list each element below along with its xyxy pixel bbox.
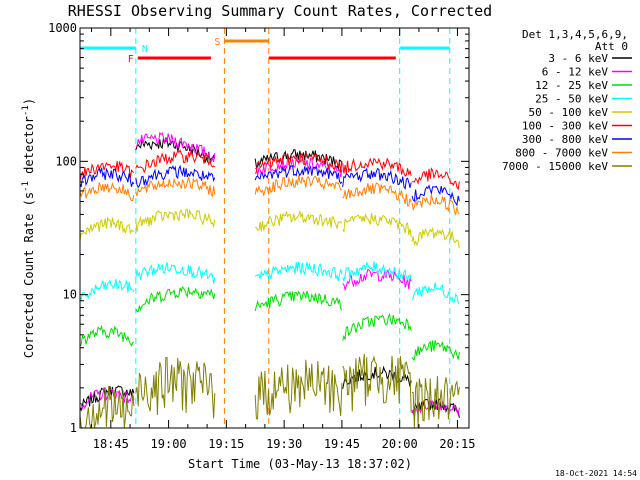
y-tick-label: 100 [55, 154, 77, 168]
plot-frame [79, 27, 470, 429]
series-line [135, 208, 216, 232]
series-line [254, 359, 343, 420]
legend-label: 100 - 300 keV [522, 120, 608, 133]
x-tick-label: 19:45 [324, 437, 360, 451]
series-line [254, 164, 343, 185]
x-tick-label: 19:30 [266, 437, 302, 451]
x-tick-label: 19:00 [151, 437, 187, 451]
series-lines [79, 131, 460, 429]
series-line [411, 399, 460, 418]
y-axis: 1 10 100 1000 [48, 21, 469, 435]
x-axis: 18:45 19:00 19:15 19:30 19:45 20:00 20:15 [91, 28, 476, 451]
series-line [342, 167, 412, 190]
series-line [79, 216, 135, 241]
series-line [342, 182, 412, 207]
series-line [254, 261, 343, 281]
series-line [342, 312, 412, 341]
series-line [79, 181, 135, 202]
series-line [342, 261, 412, 283]
series-line [342, 353, 412, 413]
legend-label: 800 - 7000 keV [515, 147, 608, 160]
series-line [411, 167, 460, 191]
y-tick-label: 1 [70, 421, 77, 435]
series-line [135, 137, 216, 163]
series-line [254, 175, 343, 197]
series-line [135, 148, 215, 174]
series-line [79, 385, 135, 429]
legend-header: Det 1,3,4,5,6,9, [522, 28, 628, 41]
chart-title: RHESSI Observing Summary Count Rates, Co… [68, 2, 492, 20]
y-tick-label: 10 [63, 288, 77, 302]
legend-label: 25 - 50 keV [535, 93, 608, 106]
series-line [79, 386, 135, 410]
series-line [135, 357, 216, 419]
series-line [411, 226, 460, 249]
x-tick-label: 18:45 [93, 437, 129, 451]
series-line [411, 282, 460, 305]
series-line [411, 194, 460, 217]
legend-header: Att 0 [595, 40, 628, 53]
x-tick-label: 20:15 [439, 437, 475, 451]
series-line [342, 268, 412, 292]
y-axis-label: Corrected Count Rate (s-1 detector-1) [21, 98, 36, 358]
series-line [254, 155, 343, 177]
date-stamp: 18-Oct-2021 14:54 [555, 469, 637, 478]
series-line [254, 290, 343, 312]
series-line [254, 209, 343, 232]
legend-label: 7000 - 15000 keV [502, 160, 608, 173]
series-line [79, 161, 135, 182]
series-line [342, 157, 412, 178]
series-line [135, 262, 216, 284]
series-line [342, 213, 412, 238]
series-line [135, 131, 216, 163]
flag-label: N [142, 44, 148, 55]
series-line [135, 285, 216, 313]
series-line [135, 177, 216, 198]
flag-label: S [214, 37, 220, 48]
series-line [135, 164, 216, 189]
series-line [411, 376, 460, 429]
legend-label: 6 - 12 keV [542, 66, 609, 79]
legend-label: 300 - 800 keV [522, 133, 608, 146]
x-axis-label: Start Time (03-May-13 18:37:02) [188, 457, 412, 471]
legend-label: 3 - 6 keV [548, 52, 608, 65]
flag-bars: NF S [80, 28, 451, 428]
flag-label: F [128, 54, 134, 65]
legend-label: 50 - 100 keV [529, 106, 609, 119]
series-line [411, 184, 460, 207]
y-tick-label: 1000 [48, 21, 77, 35]
series-line [79, 167, 135, 188]
series-line [254, 151, 343, 174]
legend-label: 12 - 25 keV [535, 79, 608, 92]
x-tick-label: 20:00 [382, 437, 418, 451]
x-tick-label: 19:15 [208, 437, 244, 451]
series-line [79, 324, 135, 347]
series-line [79, 278, 135, 301]
series-line [411, 340, 460, 361]
